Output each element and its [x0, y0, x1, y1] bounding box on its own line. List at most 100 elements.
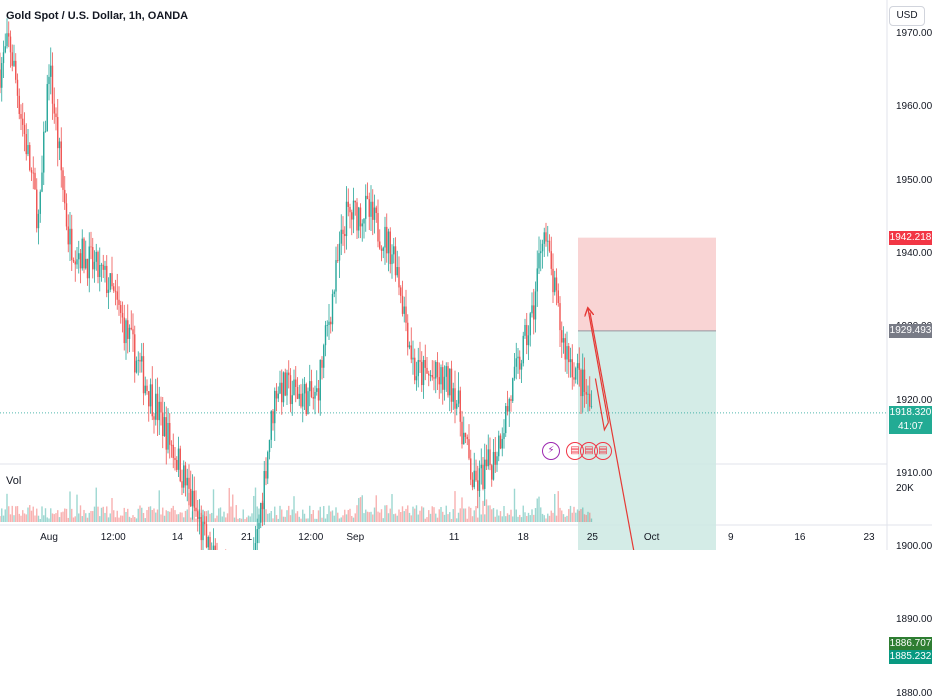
volume-bar	[291, 509, 293, 522]
volume-bar	[216, 515, 218, 522]
candle-body	[51, 65, 54, 104]
volume-bar	[552, 512, 554, 522]
volume-bar	[268, 513, 271, 522]
volume-bar	[340, 517, 342, 522]
volume-bar	[520, 517, 523, 522]
volume-bar	[197, 509, 199, 522]
candle-body	[275, 390, 278, 399]
volume-bar	[65, 508, 68, 522]
volume-bar	[480, 514, 482, 522]
volume-bar	[177, 514, 180, 522]
candle-body	[389, 231, 391, 265]
volume-bar	[137, 508, 139, 522]
lightning-event-icon[interactable]: ⚡	[542, 442, 560, 460]
time-axis-tick: 18	[517, 532, 529, 543]
candle-body	[417, 360, 419, 377]
candle-body	[288, 372, 290, 376]
candle-body	[195, 507, 197, 512]
candle-body	[519, 356, 521, 370]
candle-body	[382, 247, 384, 251]
volume-bar	[578, 510, 580, 522]
volume-bar	[67, 517, 69, 522]
volume-bar	[48, 518, 50, 522]
candle-body	[501, 438, 503, 449]
volume-bar	[76, 494, 78, 522]
volume-bar	[123, 507, 125, 522]
candle-body	[575, 368, 577, 380]
candle-body	[186, 477, 188, 486]
candle-body	[384, 226, 386, 248]
volume-bar	[198, 509, 201, 522]
candle-body	[459, 390, 461, 422]
candle-body	[172, 444, 174, 459]
candle-body	[540, 251, 542, 254]
candle-body	[116, 291, 118, 300]
volume-bar	[531, 509, 533, 522]
volume-bar	[256, 506, 258, 522]
candle-body	[443, 376, 446, 390]
volume-bar	[228, 487, 230, 522]
candle-body	[46, 84, 48, 132]
volume-bar	[43, 515, 45, 522]
candle-body	[512, 378, 514, 401]
volume-bar	[426, 517, 428, 522]
volume-bar	[356, 505, 358, 522]
candle-body	[510, 399, 512, 401]
candle-body	[11, 52, 13, 66]
candle-body	[179, 448, 181, 482]
volume-bar	[211, 512, 213, 522]
volume-bar	[380, 509, 383, 522]
volume-bar	[69, 491, 71, 522]
price-chart[interactable]	[0, 0, 932, 550]
volume-bar	[169, 511, 171, 522]
candle-body	[141, 356, 143, 362]
candle-body	[548, 240, 551, 252]
volume-bar	[585, 514, 587, 522]
candle-body	[366, 195, 369, 200]
volume-bar	[526, 515, 528, 522]
volume-bar	[282, 516, 285, 522]
candle-body	[151, 384, 153, 417]
candle-body	[69, 228, 71, 245]
candle-body	[401, 295, 404, 314]
volume-bar	[328, 505, 330, 522]
volume-bar	[373, 507, 376, 522]
candle-body	[286, 372, 288, 396]
target-tag: 1885.232	[889, 650, 932, 665]
volume-bar	[470, 507, 472, 522]
volume-bar	[298, 516, 300, 522]
candle-body	[440, 367, 442, 385]
candle-body	[78, 253, 80, 260]
candle-body	[279, 382, 281, 394]
volume-bar	[550, 510, 552, 522]
candle-body	[576, 363, 579, 369]
candle-body	[302, 393, 304, 407]
time-axis-tick: Aug	[40, 532, 58, 543]
volume-bar	[457, 512, 460, 522]
candle-body	[571, 359, 573, 378]
candle-body	[277, 393, 279, 399]
candle-body	[72, 259, 75, 262]
volume-bar	[365, 509, 367, 522]
candle-body	[370, 201, 372, 217]
candle-body	[375, 207, 377, 214]
candle-body	[37, 213, 40, 229]
volume-bar	[95, 487, 97, 522]
candle-body	[345, 201, 348, 237]
candle-body	[65, 203, 68, 227]
volume-bar	[410, 515, 412, 522]
candle-body	[162, 412, 164, 437]
volume-bar	[435, 513, 437, 522]
volume-bar	[36, 508, 38, 522]
volume-bar	[146, 510, 148, 522]
us-flag-event-icon[interactable]: ▤	[594, 442, 612, 460]
candle-body	[394, 246, 397, 276]
candle-body	[330, 321, 332, 325]
candle-body	[107, 289, 110, 293]
candle-body	[578, 363, 580, 370]
volume-bar	[160, 514, 162, 522]
volume-bar	[468, 506, 470, 522]
candle-body	[477, 480, 479, 491]
currency-button[interactable]: USD	[889, 6, 925, 26]
candle-body	[97, 251, 99, 277]
